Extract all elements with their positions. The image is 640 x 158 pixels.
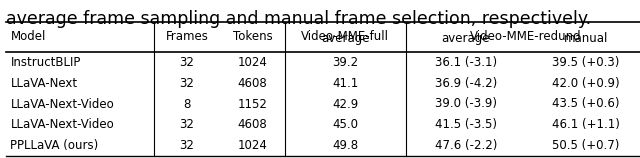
Text: 41.1: 41.1 bbox=[332, 77, 358, 90]
Text: 32: 32 bbox=[180, 118, 195, 131]
Text: 42.9: 42.9 bbox=[332, 97, 358, 110]
Text: 1024: 1024 bbox=[237, 139, 268, 152]
Text: 4608: 4608 bbox=[237, 118, 268, 131]
Text: 41.5 (-3.5): 41.5 (-3.5) bbox=[435, 118, 497, 131]
Text: 32: 32 bbox=[180, 139, 195, 152]
Text: 39.5 (+0.3): 39.5 (+0.3) bbox=[552, 56, 620, 69]
Text: 46.1 (+1.1): 46.1 (+1.1) bbox=[552, 118, 620, 131]
Text: 32: 32 bbox=[180, 56, 195, 69]
Text: average: average bbox=[321, 32, 369, 45]
Text: 39.0 (-3.9): 39.0 (-3.9) bbox=[435, 97, 497, 110]
Text: 47.6 (-2.2): 47.6 (-2.2) bbox=[435, 139, 497, 152]
Text: 36.9 (-4.2): 36.9 (-4.2) bbox=[435, 77, 497, 90]
Text: 50.5 (+0.7): 50.5 (+0.7) bbox=[552, 139, 620, 152]
Text: 45.0: 45.0 bbox=[332, 118, 358, 131]
Text: LLaVA-Next: LLaVA-Next bbox=[10, 77, 77, 90]
Text: InstructBLIP: InstructBLIP bbox=[10, 56, 81, 69]
Text: 39.2: 39.2 bbox=[332, 56, 358, 69]
Text: 49.8: 49.8 bbox=[332, 139, 358, 152]
Text: 36.1 (-3.1): 36.1 (-3.1) bbox=[435, 56, 497, 69]
Text: 43.5 (+0.6): 43.5 (+0.6) bbox=[552, 97, 620, 110]
Text: manual: manual bbox=[564, 32, 609, 45]
Text: PPLLaVA (ours): PPLLaVA (ours) bbox=[10, 139, 99, 152]
Text: LLaVA-Next-Video: LLaVA-Next-Video bbox=[10, 118, 114, 131]
Text: 42.0 (+0.9): 42.0 (+0.9) bbox=[552, 77, 620, 90]
Text: 8: 8 bbox=[183, 97, 191, 110]
Text: 1152: 1152 bbox=[237, 97, 268, 110]
Text: LLaVA-Next-Video: LLaVA-Next-Video bbox=[10, 97, 114, 110]
Text: average: average bbox=[442, 32, 490, 45]
Text: 4608: 4608 bbox=[237, 77, 268, 90]
Text: 32: 32 bbox=[180, 77, 195, 90]
Text: Tokens: Tokens bbox=[232, 30, 272, 43]
Text: Frames: Frames bbox=[166, 30, 209, 43]
Text: average frame sampling and manual frame selection, respectively.: average frame sampling and manual frame … bbox=[6, 10, 591, 28]
Text: 1024: 1024 bbox=[237, 56, 268, 69]
Text: Model: Model bbox=[10, 30, 46, 43]
Text: Video-MME-redund: Video-MME-redund bbox=[470, 30, 582, 43]
Text: Video-MME-full: Video-MME-full bbox=[301, 30, 389, 43]
